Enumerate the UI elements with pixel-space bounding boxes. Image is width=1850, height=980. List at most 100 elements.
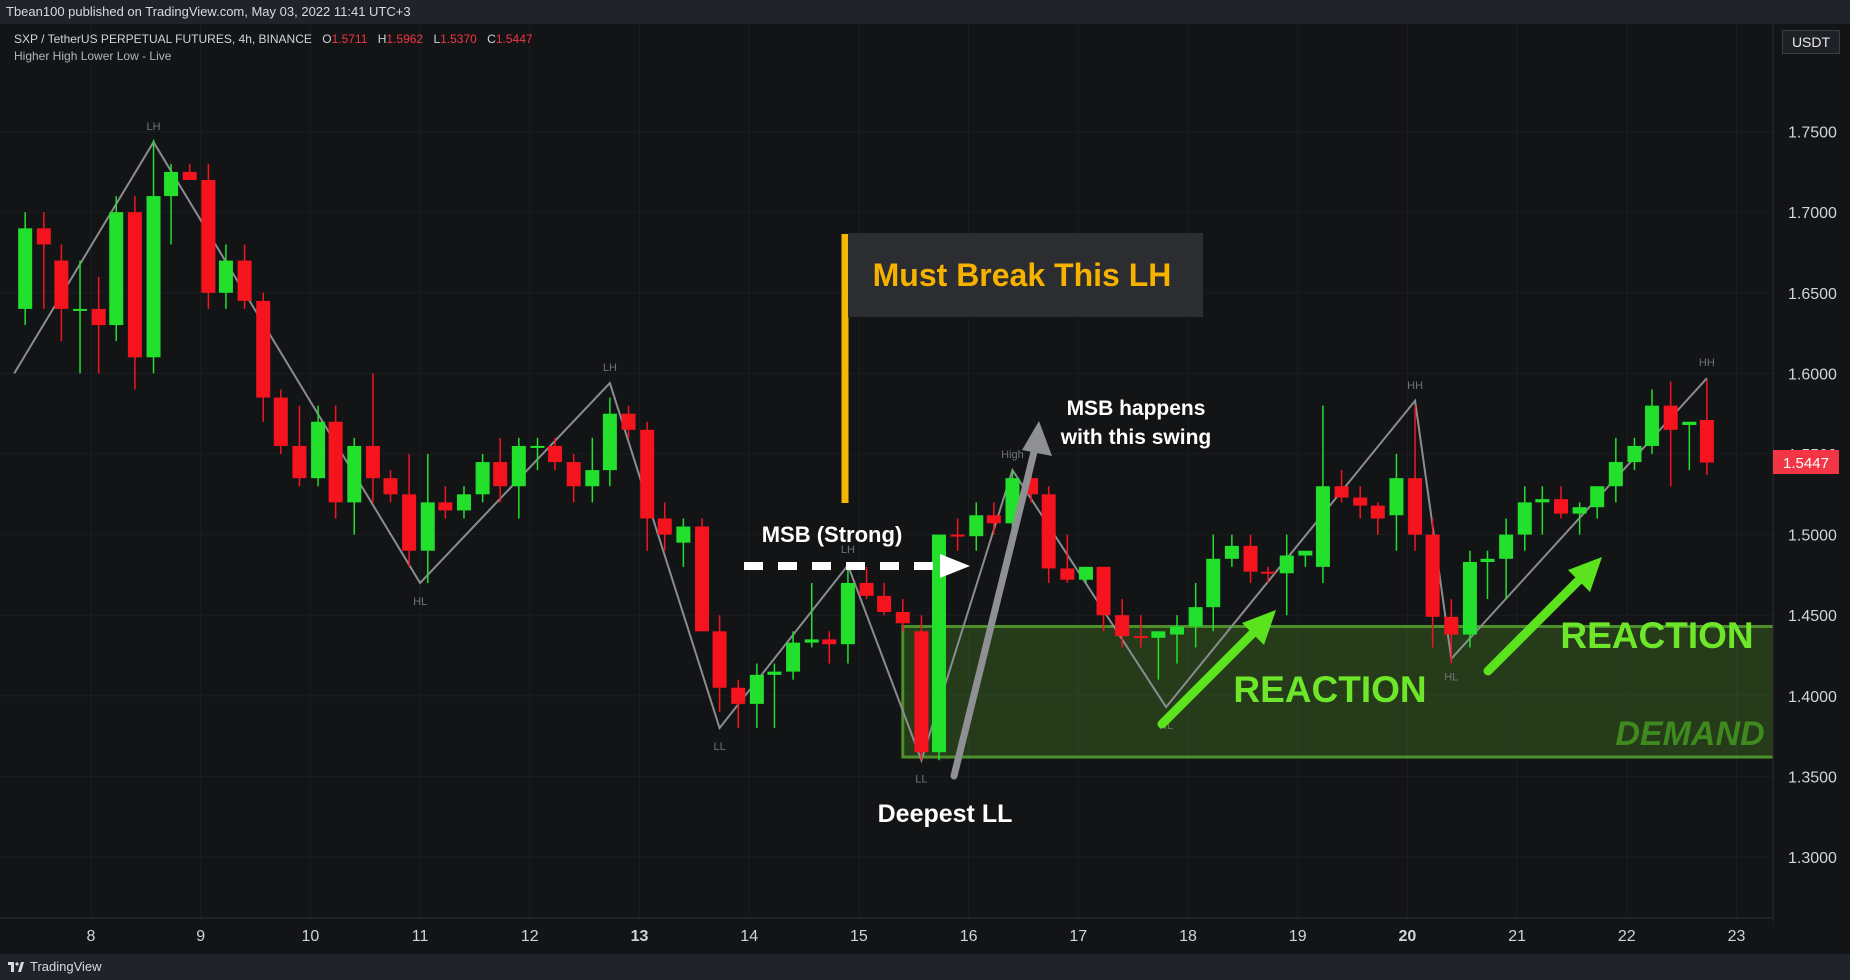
- candle-52[interactable]: [969, 502, 984, 551]
- candle-78[interactable]: [1444, 599, 1459, 664]
- candle-76[interactable]: [1408, 405, 1423, 551]
- candle-81[interactable]: [1499, 518, 1514, 600]
- candle-15[interactable]: [292, 405, 307, 487]
- candle-75[interactable]: [1389, 454, 1404, 551]
- candle-44[interactable]: [822, 631, 837, 664]
- candle-59[interactable]: [1096, 566, 1111, 632]
- candle-86[interactable]: [1590, 486, 1605, 519]
- candle-10[interactable]: [201, 163, 216, 309]
- candle-21[interactable]: [402, 454, 417, 567]
- candle-23[interactable]: [438, 486, 453, 519]
- candle-31[interactable]: [585, 437, 600, 503]
- swing-label-0: LH: [146, 121, 160, 133]
- candle-85[interactable]: [1572, 502, 1587, 535]
- candle-82[interactable]: [1517, 486, 1532, 551]
- candle-91[interactable]: [1682, 421, 1697, 471]
- candle-12[interactable]: [237, 244, 252, 309]
- candle-29[interactable]: [548, 437, 563, 471]
- candle-9[interactable]: [182, 163, 197, 180]
- candle-3[interactable]: [73, 260, 88, 374]
- candle-64[interactable]: [1188, 582, 1203, 648]
- currency-button[interactable]: USDT: [1782, 30, 1840, 54]
- candle-62[interactable]: [1151, 631, 1166, 680]
- candle-47[interactable]: [877, 582, 892, 616]
- candle-45[interactable]: [840, 566, 855, 664]
- candle-18[interactable]: [347, 437, 362, 535]
- time-tick-7: 15: [850, 928, 868, 945]
- candle-49[interactable]: [914, 615, 929, 761]
- candle-39[interactable]: [731, 679, 746, 729]
- candle-0[interactable]: [18, 212, 33, 326]
- candle-60[interactable]: [1115, 599, 1130, 648]
- candle-5[interactable]: [109, 196, 124, 342]
- candle-42[interactable]: [786, 631, 801, 680]
- candle-37[interactable]: [695, 518, 710, 632]
- candle-13[interactable]: [256, 292, 271, 422]
- candle-65[interactable]: [1206, 534, 1221, 632]
- candle-84[interactable]: [1553, 486, 1568, 519]
- candle-68[interactable]: [1261, 566, 1276, 583]
- candle-32[interactable]: [602, 397, 617, 487]
- candle-69[interactable]: [1279, 534, 1294, 616]
- candle-1[interactable]: [36, 212, 51, 309]
- candle-35[interactable]: [657, 502, 672, 551]
- candle-27[interactable]: [511, 437, 526, 519]
- candle-41[interactable]: [767, 663, 782, 729]
- candle-6[interactable]: [127, 196, 142, 390]
- candle-48[interactable]: [895, 599, 910, 632]
- candle-80[interactable]: [1480, 550, 1495, 600]
- candle-66[interactable]: [1224, 534, 1239, 567]
- candle-83[interactable]: [1535, 486, 1550, 535]
- candle-11[interactable]: [218, 244, 233, 309]
- candle-79[interactable]: [1462, 550, 1477, 648]
- candle-58[interactable]: [1078, 566, 1093, 583]
- candle-57[interactable]: [1060, 534, 1075, 583]
- candle-74[interactable]: [1370, 502, 1385, 535]
- candle-88[interactable]: [1627, 437, 1642, 471]
- candle-24[interactable]: [456, 486, 471, 519]
- candle-77[interactable]: [1425, 518, 1440, 648]
- candle-30[interactable]: [566, 454, 581, 503]
- candle-38[interactable]: [712, 615, 727, 712]
- price-chart[interactable]: DEMAND OB LHHLLHLLLHLLHighHLHHHLHH 1.300…: [0, 24, 1850, 954]
- chart-area[interactable]: DEMAND OB LHHLLHLLLHLLHighHLHHHLHH 1.300…: [0, 24, 1850, 954]
- candle-46[interactable]: [859, 566, 874, 600]
- candle-61[interactable]: [1133, 615, 1148, 648]
- candle-73[interactable]: [1353, 486, 1368, 519]
- candle-33[interactable]: [621, 405, 636, 438]
- candle-14[interactable]: [273, 389, 288, 454]
- candle-67[interactable]: [1243, 534, 1258, 583]
- candle-90[interactable]: [1663, 381, 1678, 487]
- candle-7[interactable]: [146, 139, 161, 374]
- time-tick-11: 19: [1289, 928, 1307, 945]
- candle-50[interactable]: [931, 534, 946, 761]
- candle-17[interactable]: [328, 405, 343, 519]
- candle-63[interactable]: [1170, 615, 1185, 664]
- candle-72[interactable]: [1334, 470, 1349, 503]
- candle-body: [1627, 445, 1642, 463]
- candle-26[interactable]: [493, 437, 508, 503]
- candle-53[interactable]: [986, 502, 1001, 535]
- candle-19[interactable]: [365, 373, 380, 503]
- candle-87[interactable]: [1608, 437, 1623, 503]
- candle-43[interactable]: [804, 582, 819, 648]
- candle-92[interactable]: [1699, 379, 1714, 475]
- close-key: C: [487, 32, 496, 46]
- candle-70[interactable]: [1298, 550, 1313, 567]
- candle-body: [383, 478, 398, 495]
- candle-89[interactable]: [1645, 389, 1660, 454]
- candle-71[interactable]: [1315, 405, 1330, 583]
- candle-25[interactable]: [475, 454, 490, 503]
- candle-22[interactable]: [420, 454, 435, 583]
- candle-28[interactable]: [530, 437, 545, 471]
- candle-34[interactable]: [640, 421, 655, 551]
- candle-51[interactable]: [950, 518, 965, 551]
- candle-36[interactable]: [676, 518, 691, 567]
- candle-16[interactable]: [311, 405, 326, 487]
- candle-8[interactable]: [164, 163, 179, 245]
- candle-2[interactable]: [54, 244, 69, 342]
- candle-4[interactable]: [91, 276, 106, 374]
- candle-20[interactable]: [383, 470, 398, 503]
- candle-56[interactable]: [1041, 486, 1056, 583]
- candle-40[interactable]: [749, 663, 764, 729]
